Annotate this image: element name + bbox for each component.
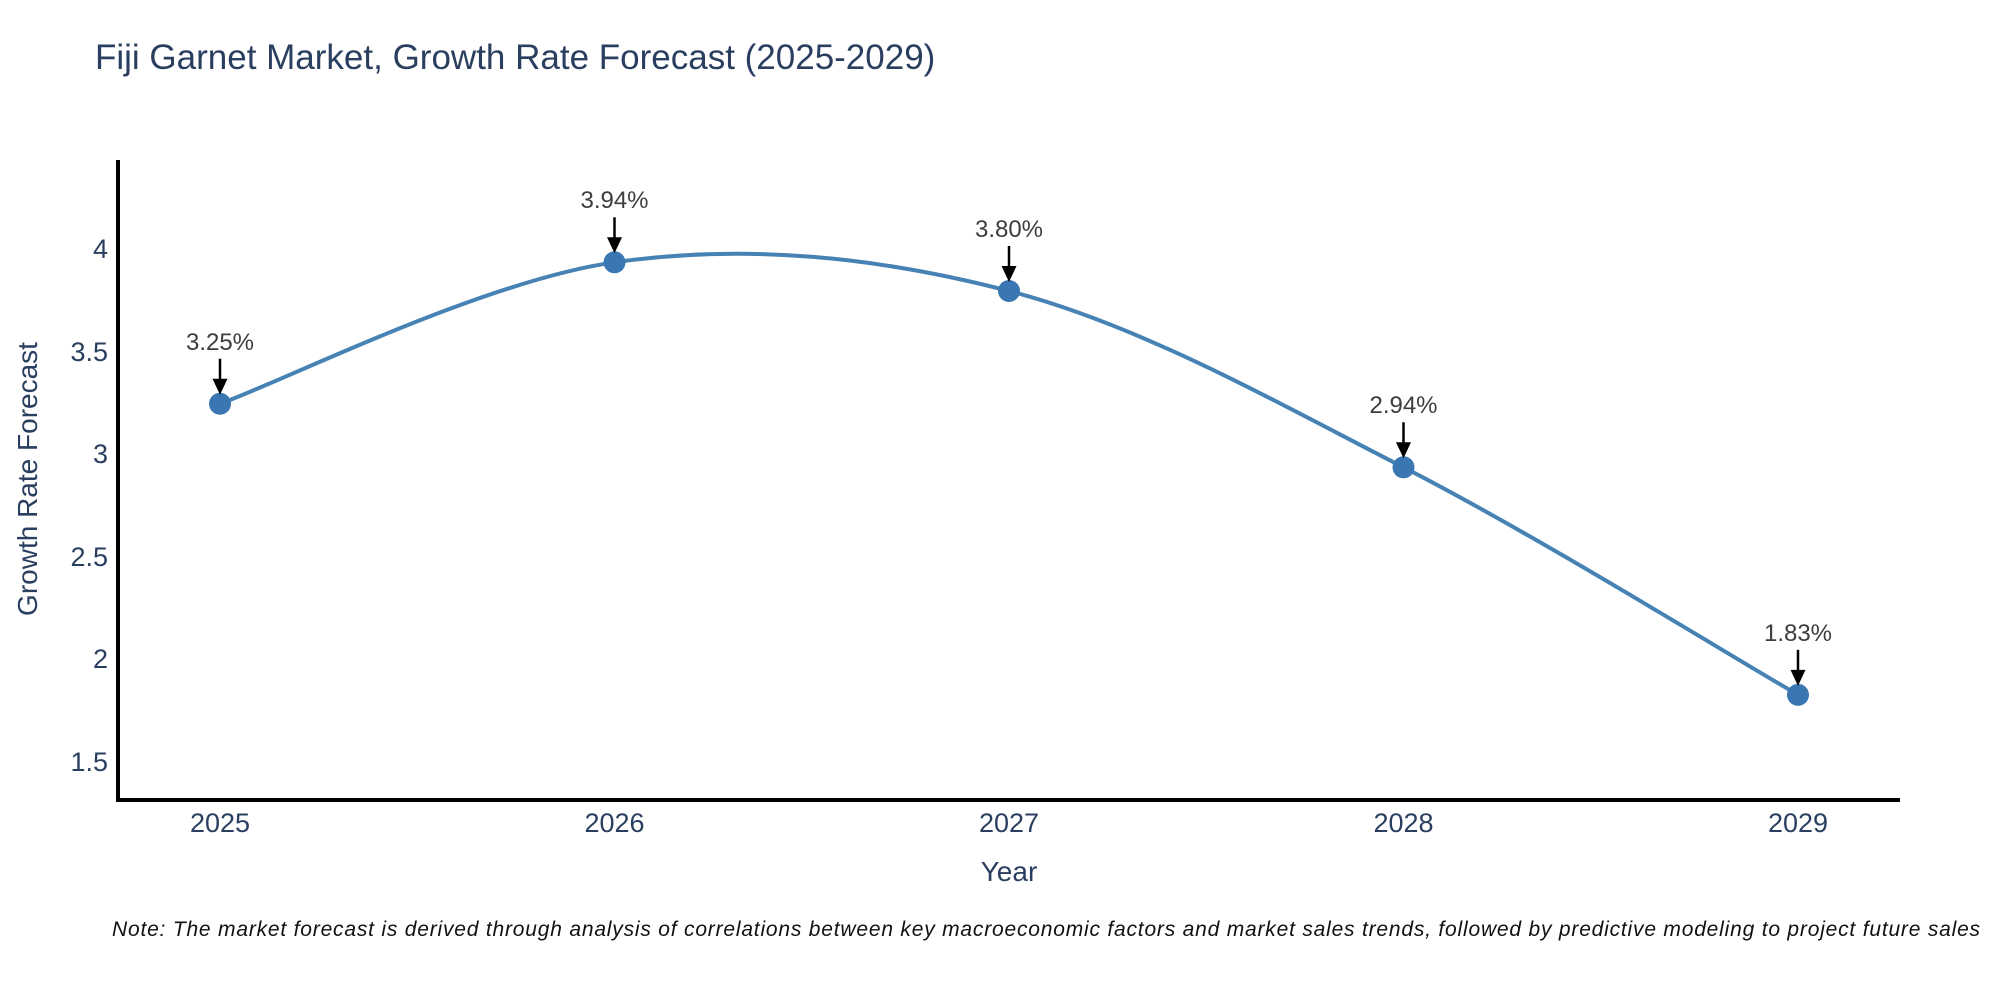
y-tick-label: 3 bbox=[92, 439, 108, 469]
y-tick-label: 2.5 bbox=[70, 541, 108, 572]
y-tick-label: 2 bbox=[92, 644, 108, 674]
data-point-marker bbox=[1392, 456, 1415, 479]
annotation-arrow-head bbox=[1001, 266, 1017, 282]
x-tick-label: 2026 bbox=[584, 808, 645, 838]
point-annotation-label: 1.83% bbox=[1763, 619, 1833, 647]
x-axis-title: Year bbox=[980, 856, 1038, 887]
point-annotation-label: 3.80% bbox=[974, 216, 1044, 243]
x-tick-label: 2027 bbox=[978, 808, 1040, 838]
forecast-line bbox=[219, 251, 1799, 697]
chart-footnote: Note: The market forecast is derived thr… bbox=[112, 918, 1981, 941]
point-annotation-label: 3.25% bbox=[185, 328, 255, 356]
x-tick-label: 2025 bbox=[189, 808, 251, 838]
data-point-marker bbox=[1787, 683, 1809, 706]
x-tick-label: 2029 bbox=[1767, 808, 1829, 838]
chart-title: Fiji Garnet Market, Growth Rate Forecast… bbox=[95, 38, 936, 77]
point-annotation-label: 3.94% bbox=[580, 187, 649, 215]
annotation-arrow-head bbox=[212, 378, 228, 395]
data-point-marker bbox=[998, 280, 1020, 302]
y-tick-label: 1.5 bbox=[70, 746, 108, 777]
annotation-arrow-head bbox=[607, 237, 622, 254]
annotation-arrow-head bbox=[1790, 669, 1806, 686]
y-tick-label: 4 bbox=[92, 234, 108, 264]
data-point-marker bbox=[209, 392, 231, 415]
point-annotation-label: 2.94% bbox=[1369, 392, 1438, 420]
x-tick-label: 2028 bbox=[1373, 808, 1434, 838]
y-tick-label: 3.5 bbox=[70, 336, 108, 367]
annotation-arrow-head bbox=[1396, 442, 1411, 459]
data-point-marker bbox=[603, 251, 626, 274]
